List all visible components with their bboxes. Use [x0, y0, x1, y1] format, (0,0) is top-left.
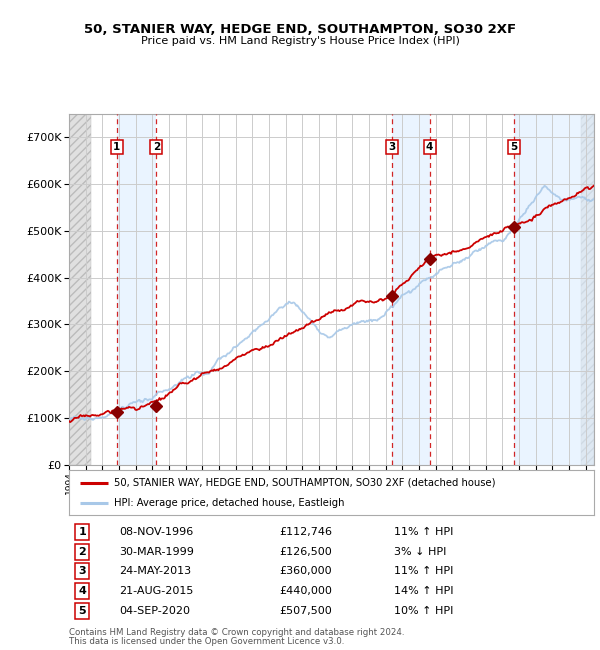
Text: 11% ↑ HPI: 11% ↑ HPI: [395, 527, 454, 537]
Text: 3: 3: [389, 142, 396, 152]
Text: 04-SEP-2020: 04-SEP-2020: [119, 606, 190, 616]
Text: £440,000: £440,000: [279, 586, 332, 596]
Text: 24-MAY-2013: 24-MAY-2013: [119, 566, 191, 577]
Text: £112,746: £112,746: [279, 527, 332, 537]
Text: 1: 1: [113, 142, 120, 152]
Bar: [392, 114, 430, 465]
Text: 2: 2: [153, 142, 160, 152]
Text: HPI: Average price, detached house, Eastleigh: HPI: Average price, detached house, East…: [113, 498, 344, 508]
Text: 21-AUG-2015: 21-AUG-2015: [119, 586, 193, 596]
Text: 1: 1: [78, 527, 86, 537]
Text: 5: 5: [510, 142, 517, 152]
Text: 5: 5: [79, 606, 86, 616]
Text: This data is licensed under the Open Government Licence v3.0.: This data is licensed under the Open Gov…: [69, 637, 344, 646]
Bar: [514, 114, 594, 465]
Bar: [116, 114, 157, 465]
Text: 10% ↑ HPI: 10% ↑ HPI: [395, 606, 454, 616]
Text: 14% ↑ HPI: 14% ↑ HPI: [395, 586, 454, 596]
Text: Contains HM Land Registry data © Crown copyright and database right 2024.: Contains HM Land Registry data © Crown c…: [69, 628, 404, 637]
Text: £360,000: £360,000: [279, 566, 332, 577]
Text: 11% ↑ HPI: 11% ↑ HPI: [395, 566, 454, 577]
Bar: [581, 114, 594, 465]
Text: 4: 4: [78, 586, 86, 596]
Text: 2: 2: [78, 547, 86, 556]
Text: £126,500: £126,500: [279, 547, 332, 556]
Text: 3% ↓ HPI: 3% ↓ HPI: [395, 547, 447, 556]
Text: 08-NOV-1996: 08-NOV-1996: [119, 527, 193, 537]
Text: £507,500: £507,500: [279, 606, 332, 616]
Text: Price paid vs. HM Land Registry's House Price Index (HPI): Price paid vs. HM Land Registry's House …: [140, 36, 460, 46]
Text: 3: 3: [79, 566, 86, 577]
Bar: [69, 114, 91, 465]
Text: 50, STANIER WAY, HEDGE END, SOUTHAMPTON, SO30 2XF: 50, STANIER WAY, HEDGE END, SOUTHAMPTON,…: [84, 23, 516, 36]
Text: 4: 4: [426, 142, 433, 152]
Text: 30-MAR-1999: 30-MAR-1999: [119, 547, 194, 556]
Text: 50, STANIER WAY, HEDGE END, SOUTHAMPTON, SO30 2XF (detached house): 50, STANIER WAY, HEDGE END, SOUTHAMPTON,…: [113, 478, 495, 488]
